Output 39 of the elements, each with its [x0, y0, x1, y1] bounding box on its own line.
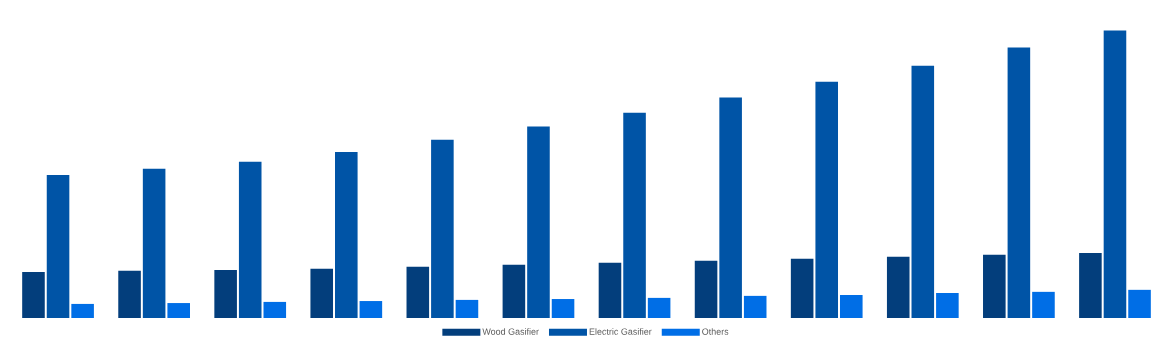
bar [719, 97, 742, 318]
bar [71, 303, 94, 318]
legend-label: Wood Gasifier [482, 328, 539, 335]
bar [118, 270, 141, 318]
bar [647, 297, 671, 318]
bar [46, 174, 70, 318]
legend-label: Others [702, 328, 729, 335]
bar [1103, 30, 1127, 318]
bar [598, 262, 622, 318]
bar [22, 272, 45, 318]
bar [406, 266, 430, 318]
bar [263, 301, 287, 318]
bar [790, 258, 814, 318]
bar [502, 264, 526, 318]
bar [911, 65, 935, 318]
bar [142, 168, 166, 318]
bar [214, 270, 237, 318]
bar [743, 295, 767, 318]
bar [840, 295, 863, 318]
bar [936, 293, 959, 318]
bar [623, 112, 646, 318]
legend-label: Electric Gasifier [589, 328, 652, 335]
bar [310, 268, 334, 318]
bar [167, 303, 190, 318]
bar [1007, 47, 1031, 318]
bar [886, 256, 910, 318]
bar [359, 301, 383, 318]
bar [1079, 253, 1102, 318]
bar [335, 151, 358, 318]
bar [551, 299, 575, 318]
bar [431, 139, 454, 318]
bar [694, 260, 718, 318]
bar [455, 299, 479, 318]
bar [1032, 291, 1055, 318]
bar [1128, 289, 1151, 318]
bar [238, 161, 262, 318]
bar [983, 254, 1006, 318]
bar [815, 81, 838, 318]
bar [527, 126, 550, 318]
